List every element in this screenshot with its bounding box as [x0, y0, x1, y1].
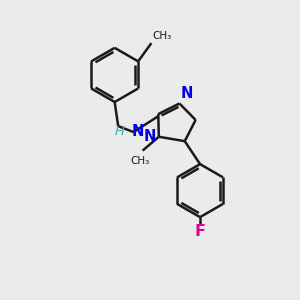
- Text: CH₃: CH₃: [130, 156, 149, 166]
- Text: F: F: [195, 224, 206, 239]
- Text: CH₃: CH₃: [152, 31, 171, 41]
- Text: N: N: [132, 124, 144, 139]
- Text: N: N: [144, 129, 157, 144]
- Text: N: N: [180, 86, 193, 101]
- Text: H: H: [115, 125, 125, 138]
